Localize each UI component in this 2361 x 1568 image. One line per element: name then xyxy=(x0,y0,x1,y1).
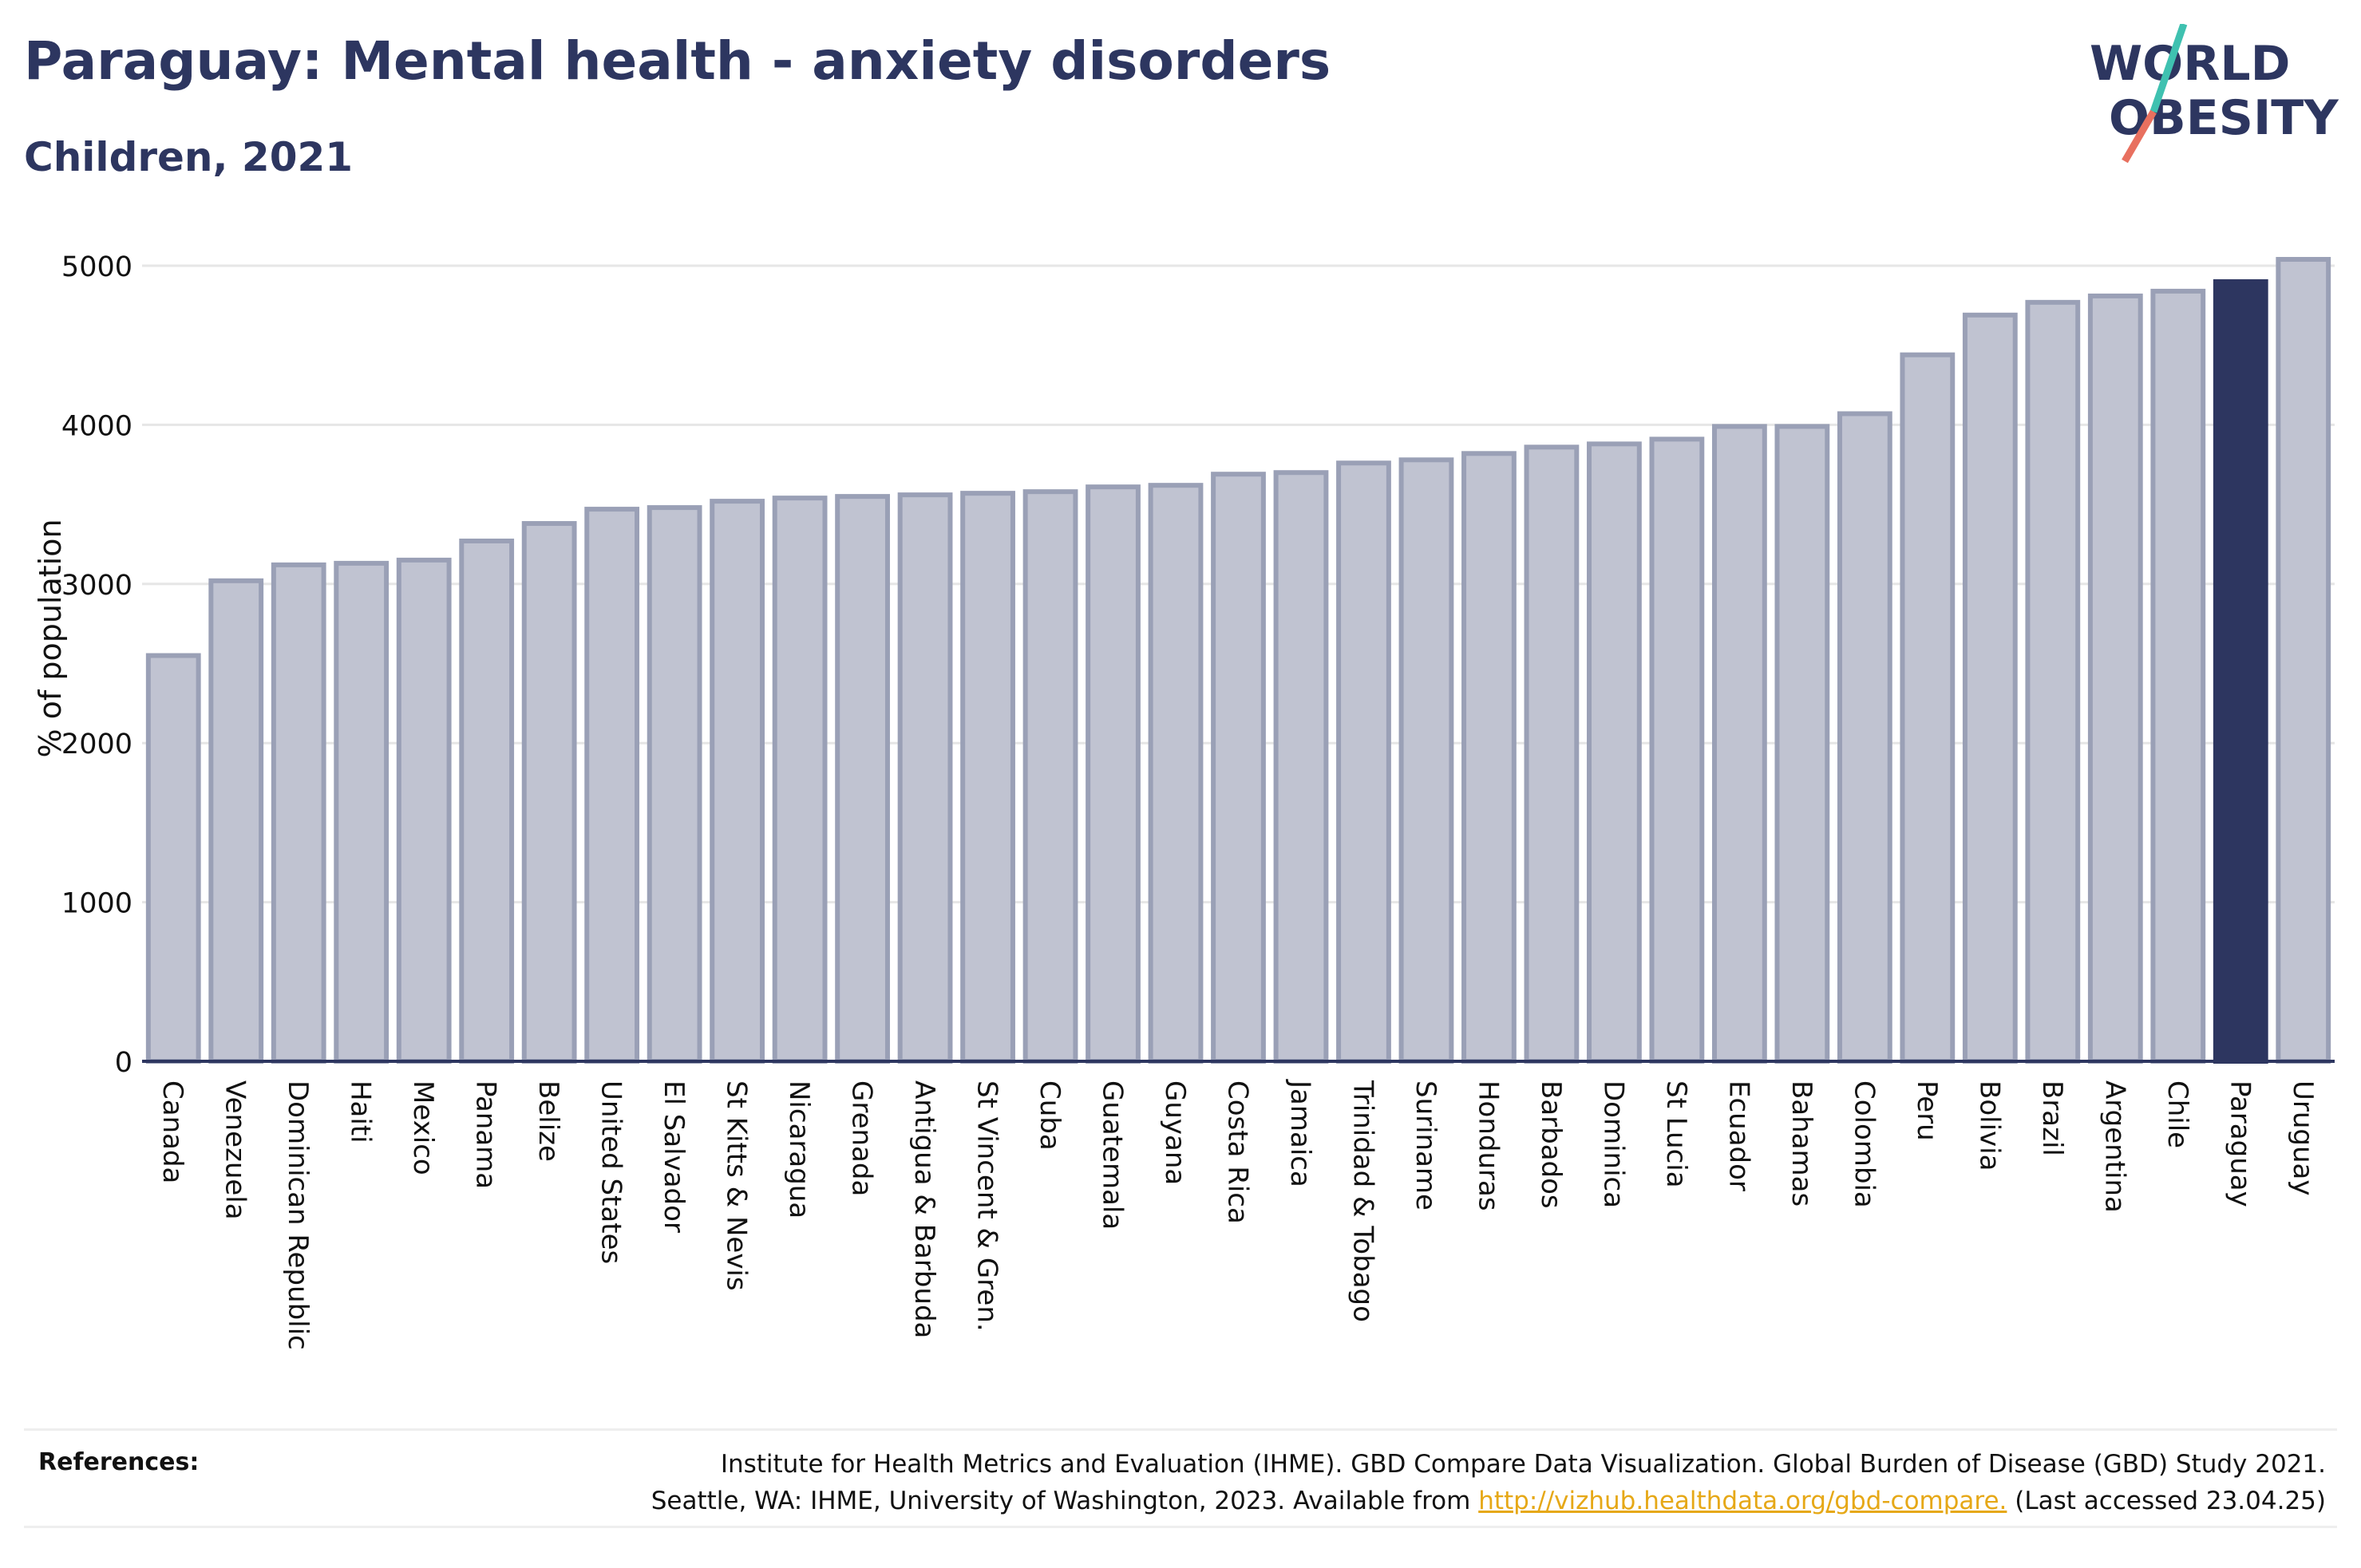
bar xyxy=(1837,411,1892,1064)
x-tick-label: St Vincent & Gren. xyxy=(971,1080,1003,1332)
bar xyxy=(1962,312,2018,1064)
x-tick-label: Argentina xyxy=(2098,1080,2130,1213)
y-tick-label: 4000 xyxy=(61,410,132,442)
bar xyxy=(1900,352,1956,1064)
bar xyxy=(2150,288,2206,1064)
bar xyxy=(1086,484,1141,1064)
page-title: Paraguay: Mental health - anxiety disord… xyxy=(24,30,1331,92)
references-line1: Institute for Health Metrics and Evaluat… xyxy=(720,1450,2326,1479)
references-text: Institute for Health Metrics and Evaluat… xyxy=(490,1446,2326,1519)
references-line2-post: (Last accessed 23.04.25) xyxy=(2007,1487,2326,1515)
bar xyxy=(1211,472,1266,1064)
references-link[interactable]: http://vizhub.healthdata.org/gbd-compare… xyxy=(1478,1487,2007,1515)
y-tick-label: 3000 xyxy=(61,570,132,602)
x-tick-label: Ecuador xyxy=(1722,1080,1754,1191)
logo-slash-bottom xyxy=(2122,109,2157,164)
bar xyxy=(1711,424,1767,1064)
bar xyxy=(1148,483,1204,1064)
x-tick-label: Brazil xyxy=(2036,1080,2068,1156)
x-tick-label: Canada xyxy=(156,1080,188,1183)
x-tick-label: Dominican Republic xyxy=(282,1080,314,1350)
bar xyxy=(459,538,515,1064)
references-divider-top xyxy=(24,1428,2337,1431)
bar xyxy=(334,560,390,1064)
bar xyxy=(2087,293,2143,1064)
bar xyxy=(396,557,452,1064)
bar xyxy=(521,521,577,1064)
references-label: References: xyxy=(38,1448,200,1476)
y-tick-label: 5000 xyxy=(61,251,132,283)
x-tick-label: El Salvador xyxy=(658,1080,690,1233)
x-tick-label: Suriname xyxy=(1410,1080,1442,1211)
x-tick-label: Jamaica xyxy=(1284,1079,1316,1187)
bar xyxy=(1273,470,1329,1064)
bars-layer xyxy=(145,257,2331,1064)
x-tick-label: Guyana xyxy=(1159,1080,1191,1185)
x-tick-label: Paraguay xyxy=(2224,1080,2256,1207)
bar xyxy=(772,496,828,1064)
x-tick-label: Uruguay xyxy=(2287,1080,2319,1196)
x-tick-label: Honduras xyxy=(1472,1080,1504,1211)
x-tick-label: Bahamas xyxy=(1786,1080,1817,1207)
bar xyxy=(647,505,702,1064)
logo-line1: WORLD xyxy=(2090,36,2290,92)
references-line2: Seattle, WA: IHME, University of Washing… xyxy=(490,1483,2326,1519)
x-tick-label: St Kitts & Nevis xyxy=(721,1080,753,1291)
y-axis-ticks: 0 1000 2000 3000 4000 5000 xyxy=(61,251,132,1079)
y-tick-label: 0 xyxy=(115,1047,132,1079)
x-tick-label: Costa Rica xyxy=(1222,1080,1254,1224)
y-tick-label: 1000 xyxy=(61,888,132,920)
x-tick-label: Peru xyxy=(1911,1080,1943,1141)
x-tick-label: Guatemala xyxy=(1097,1080,1129,1230)
x-tick-label: Grenada xyxy=(846,1080,878,1196)
bar xyxy=(1461,451,1517,1064)
bar xyxy=(1587,441,1642,1064)
x-tick-label: Dominica xyxy=(1597,1080,1629,1208)
bar xyxy=(1336,460,1391,1064)
x-tick-label: Haiti xyxy=(345,1080,377,1143)
x-tick-label: St Lucia xyxy=(1660,1080,1692,1188)
logo-slash-top xyxy=(2149,24,2188,113)
bar xyxy=(145,653,201,1064)
bar xyxy=(710,499,765,1064)
y-tick-label: 2000 xyxy=(61,729,132,760)
references-divider-bottom xyxy=(24,1526,2337,1528)
x-tick-label: Trinidad & Tobago xyxy=(1347,1080,1378,1322)
x-tick-label: Panama xyxy=(470,1080,502,1189)
x-tick-label: Cuba xyxy=(1034,1080,1066,1151)
x-tick-label: Colombia xyxy=(1848,1080,1880,1208)
bar xyxy=(897,492,953,1064)
references-line2-pre: Seattle, WA: IHME, University of Washing… xyxy=(651,1487,1479,1515)
bar xyxy=(208,578,264,1064)
x-tick-label: United States xyxy=(595,1080,627,1264)
bar xyxy=(2025,299,2081,1064)
y-axis-label: % of population xyxy=(33,519,68,757)
x-tick-label: Barbados xyxy=(1535,1080,1567,1209)
bar xyxy=(1022,489,1078,1064)
bar xyxy=(960,491,1015,1064)
bar xyxy=(1398,457,1454,1064)
bar xyxy=(835,494,890,1064)
bar xyxy=(584,507,640,1064)
world-obesity-logo: WORLD OBESITY xyxy=(2090,24,2339,164)
bar xyxy=(1524,444,1580,1064)
bar xyxy=(1649,436,1705,1064)
x-tick-label: Antigua & Barbuda xyxy=(908,1080,940,1338)
x-tick-label: Venezuela xyxy=(219,1080,251,1220)
x-axis-ticks: Canada Venezuela Dominican Republic Haiti Me… xyxy=(156,1079,2319,1350)
bar xyxy=(2276,257,2331,1064)
bar xyxy=(271,562,326,1064)
x-tick-label: Mexico xyxy=(407,1080,439,1175)
x-tick-label: Chile xyxy=(2161,1080,2193,1148)
x-tick-label: Bolivia xyxy=(1973,1080,2005,1171)
bar-highlight xyxy=(2213,278,2268,1064)
x-tick-label: Belize xyxy=(532,1080,564,1162)
bar xyxy=(1774,424,1830,1064)
page-subtitle: Children, 2021 xyxy=(24,134,354,180)
x-tick-label: Nicaragua xyxy=(783,1080,815,1218)
